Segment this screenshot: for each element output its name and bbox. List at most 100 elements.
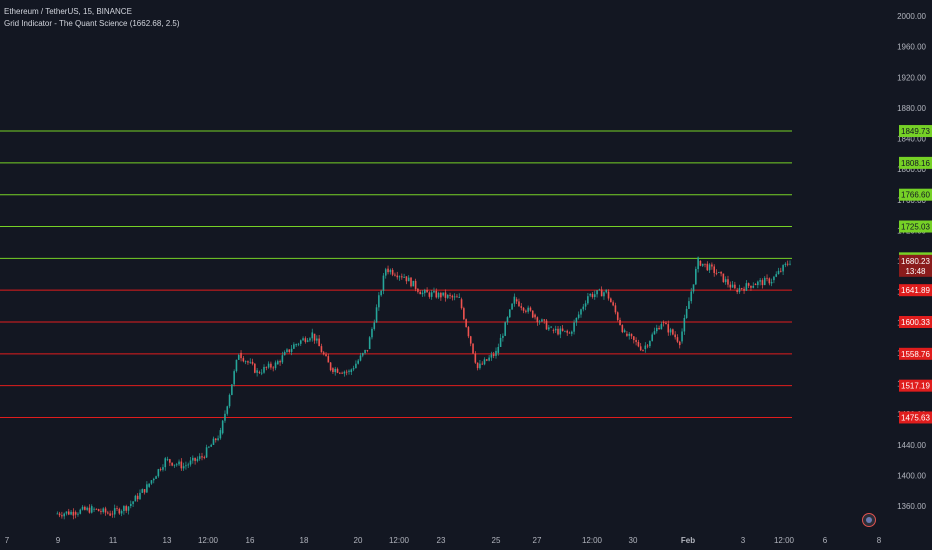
- candle-body: [566, 330, 569, 333]
- candle-body: [159, 469, 162, 470]
- candle-body: [242, 358, 245, 362]
- candle-body: [405, 276, 408, 282]
- candle-body: [780, 270, 782, 272]
- candle-body: [449, 294, 451, 296]
- grid-level-label: 1725.03: [901, 223, 930, 232]
- candle-body: [708, 264, 711, 271]
- candle-body: [676, 337, 679, 342]
- x-tick-label: 7: [5, 536, 10, 545]
- x-tick-label: 11: [109, 536, 118, 545]
- candle-body: [580, 309, 582, 315]
- candle-body: [472, 343, 474, 354]
- candle-body: [451, 295, 454, 298]
- candle-body: [557, 328, 559, 335]
- candle-body: [355, 363, 357, 369]
- candle-body: [577, 314, 580, 318]
- candle-body: [662, 322, 665, 324]
- last-price-label: 1680.23: [901, 257, 930, 266]
- candle-body: [653, 331, 656, 335]
- x-tick-label: 12:00: [774, 536, 795, 545]
- candle-body: [155, 476, 157, 479]
- candle-body: [113, 508, 116, 515]
- candle-body: [570, 331, 573, 334]
- candle-body: [125, 506, 128, 511]
- candle-body: [559, 328, 562, 335]
- time-axis: 7 9 11 13 12:00 16 18 20 12:00 23 25 27 12:00 30 Feb 3 1…: [5, 536, 882, 545]
- candle-body: [348, 370, 350, 372]
- candle-body: [70, 511, 72, 515]
- candle-body: [639, 346, 642, 351]
- candle-body: [224, 413, 226, 421]
- candle-body: [189, 460, 192, 465]
- candle-body: [134, 495, 137, 502]
- candle-body: [391, 269, 394, 275]
- candle-body: [336, 368, 339, 373]
- candle-body: [313, 333, 316, 341]
- candle-body: [378, 295, 380, 308]
- candle-body: [359, 355, 362, 361]
- candle-body: [527, 307, 529, 312]
- candle-body: [616, 312, 619, 320]
- candle-body: [490, 354, 493, 358]
- candle-body: [175, 464, 178, 466]
- candle-body: [736, 290, 738, 293]
- candle-body: [414, 280, 417, 289]
- candle-body: [141, 489, 144, 493]
- candle-body: [460, 299, 463, 309]
- candle-body: [127, 506, 130, 511]
- candle-body: [596, 290, 598, 295]
- candle-body: [626, 333, 628, 336]
- logo-icon: [862, 513, 876, 527]
- candle-body: [260, 372, 263, 374]
- candle-body: [550, 326, 552, 328]
- candle-body: [688, 301, 690, 309]
- candle-body: [511, 303, 513, 310]
- candle-body: [194, 457, 196, 461]
- candle-body: [368, 337, 371, 350]
- candle-body: [564, 330, 566, 332]
- candle-body: [329, 362, 332, 371]
- candle-body: [371, 328, 373, 338]
- candle-body: [426, 290, 428, 293]
- candle-body: [502, 335, 504, 338]
- candle-body: [598, 289, 601, 291]
- candle-body: [288, 349, 291, 352]
- candle-body: [706, 263, 709, 271]
- candle-body: [428, 292, 431, 297]
- candle-body: [109, 513, 111, 516]
- candle-body: [515, 299, 518, 302]
- candle-body: [148, 483, 150, 487]
- candle-body: [538, 321, 541, 323]
- candle-body: [628, 333, 631, 336]
- candle-body: [412, 280, 415, 287]
- candle-body: [724, 279, 727, 283]
- candle-body: [727, 279, 729, 285]
- candle-body: [635, 340, 637, 342]
- candle-body: [600, 289, 603, 297]
- candle-body: [488, 357, 490, 361]
- candle-body: [208, 446, 210, 448]
- indicator-title[interactable]: Grid Indicator - The Quant Science (1662…: [4, 19, 180, 28]
- candle-body: [531, 310, 534, 318]
- grid-level-labels: 1849.731808.161766.601725.031683.461641.…: [899, 125, 932, 424]
- candle-body: [536, 317, 539, 323]
- candle-body: [221, 420, 224, 434]
- candle-body: [72, 511, 75, 516]
- candle-body: [403, 277, 405, 278]
- symbol-title[interactable]: Ethereum / TetherUS, 15, BINANCE: [4, 7, 132, 16]
- candle-body: [745, 283, 748, 291]
- candle-body: [111, 513, 114, 515]
- candle-body: [476, 362, 479, 369]
- candle-body: [327, 356, 330, 363]
- candle-body: [84, 506, 86, 510]
- candle-body: [74, 512, 77, 515]
- candle-body: [621, 325, 624, 333]
- candle-body: [784, 263, 787, 266]
- candle-body: [593, 294, 596, 298]
- candle-body: [669, 329, 672, 333]
- candle-body: [150, 480, 153, 484]
- candle-body: [605, 289, 608, 293]
- candle-body: [100, 511, 102, 513]
- candle-body: [573, 322, 575, 332]
